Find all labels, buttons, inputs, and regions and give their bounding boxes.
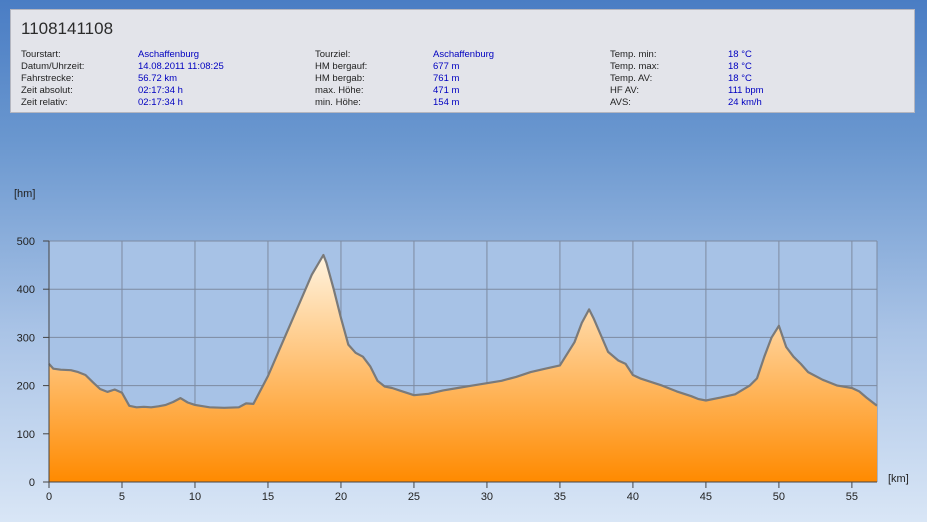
info-label: Tourstart:	[21, 49, 61, 60]
info-row: Fahrstrecke: 56.72 km	[21, 73, 281, 85]
info-value: 56.72 km	[138, 73, 178, 84]
x-axis-label: [km]	[888, 473, 909, 485]
info-column-start: Tourstart: Aschaffenburg Datum/Uhrzeit: 14…	[21, 49, 281, 109]
x-tick-label: 50	[773, 491, 785, 503]
info-value: Aschaffenburg	[433, 49, 495, 60]
info-row: Datum/Uhrzeit: 14.08.2011 11:08:25	[21, 61, 281, 73]
y-tick-label: 200	[17, 381, 35, 393]
info-row: Zeit relativ: 02:17:34 h	[21, 97, 281, 109]
tick-labels: 0 5 10 15 20 25 30 35 40 45 50 55 0 100 200 300 400 500	[17, 236, 858, 503]
x-tick-label: 15	[262, 491, 274, 503]
info-row: Tourstart: Aschaffenburg	[21, 49, 281, 61]
info-row: Temp. AV: 18 °C	[610, 73, 870, 85]
info-label: min. Höhe:	[315, 97, 361, 108]
y-tick-label: 0	[29, 477, 35, 489]
tour-title: 1108141108	[21, 19, 114, 38]
info-label: AVS:	[610, 97, 631, 108]
info-row: Tourziel: Aschaffenburg	[315, 49, 575, 61]
info-value: 154 m	[433, 97, 460, 108]
info-label: HM bergab:	[315, 73, 365, 84]
x-tick-label: 0	[46, 491, 52, 503]
x-tick-label: 30	[481, 491, 493, 503]
y-tick-label: 500	[17, 236, 35, 248]
info-row: max. Höhe: 471 m	[315, 85, 575, 97]
info-column-stats: Temp. min: 18 °C Temp. max: 18 °C Temp. AV…	[610, 49, 870, 109]
info-label: Datum/Uhrzeit:	[21, 61, 85, 72]
elevation-line	[48, 253, 878, 409]
info-label: Zeit relativ:	[21, 97, 68, 108]
info-value: 18 °C	[728, 49, 752, 60]
info-column-end: Tourziel: Aschaffenburg HM bergauf: 677 m …	[315, 49, 575, 109]
info-value: 02:17:34 h	[138, 97, 183, 108]
x-tick-label: 5	[119, 491, 125, 503]
elevation-area	[49, 255, 877, 482]
info-row: Temp. max: 18 °C	[610, 61, 870, 73]
info-value: 761 m	[433, 73, 460, 84]
info-value: 111 bpm	[728, 85, 764, 96]
info-value: 02:17:34 h	[138, 85, 183, 96]
y-tick-label: 100	[17, 429, 35, 441]
y-tick-label: 300	[17, 332, 35, 344]
x-tick-label: 10	[189, 491, 201, 503]
info-value: 471 m	[433, 85, 460, 96]
info-panel: 1108141108 Tourstart: Aschaffenburg Datum…	[10, 9, 915, 113]
info-label: Tourziel:	[315, 49, 351, 60]
info-row: Zeit absolut: 02:17:34 h	[21, 85, 281, 97]
info-label: Temp. max:	[610, 61, 660, 72]
info-value: Aschaffenburg	[138, 49, 200, 60]
info-label: HF AV:	[610, 85, 640, 96]
info-value: 18 °C	[728, 61, 752, 72]
info-row: Temp. min: 18 °C	[610, 49, 870, 61]
x-tick-label: 45	[700, 491, 712, 503]
axes	[43, 240, 877, 488]
info-value: 18 °C	[728, 73, 752, 84]
x-tick-label: 35	[554, 491, 566, 503]
y-tick-label: 400	[17, 284, 35, 296]
y-axis-label: [hm]	[14, 188, 35, 200]
info-label: HM bergauf:	[315, 61, 368, 72]
info-value: 14.08.2011 11:08:25	[138, 61, 224, 72]
x-tick-label: 20	[335, 491, 347, 503]
x-tick-label: 25	[408, 491, 420, 503]
info-row: HF AV: 111 bpm	[610, 85, 870, 97]
info-row: AVS: 24 km/h	[610, 97, 870, 109]
info-label: Temp. min:	[610, 49, 657, 60]
info-row: min. Höhe: 154 m	[315, 97, 575, 109]
info-value: 677 m	[433, 61, 460, 72]
info-row: HM bergauf: 677 m	[315, 61, 575, 73]
info-label: Fahrstrecke:	[21, 73, 74, 84]
info-label: Temp. AV:	[610, 73, 653, 84]
x-tick-label: 40	[627, 491, 639, 503]
info-label: Zeit absolut:	[21, 85, 73, 96]
info-row: HM bergab: 761 m	[315, 73, 575, 85]
info-label: max. Höhe:	[315, 85, 364, 96]
x-tick-label: 55	[846, 491, 858, 503]
info-value: 24 km/h	[728, 97, 762, 108]
